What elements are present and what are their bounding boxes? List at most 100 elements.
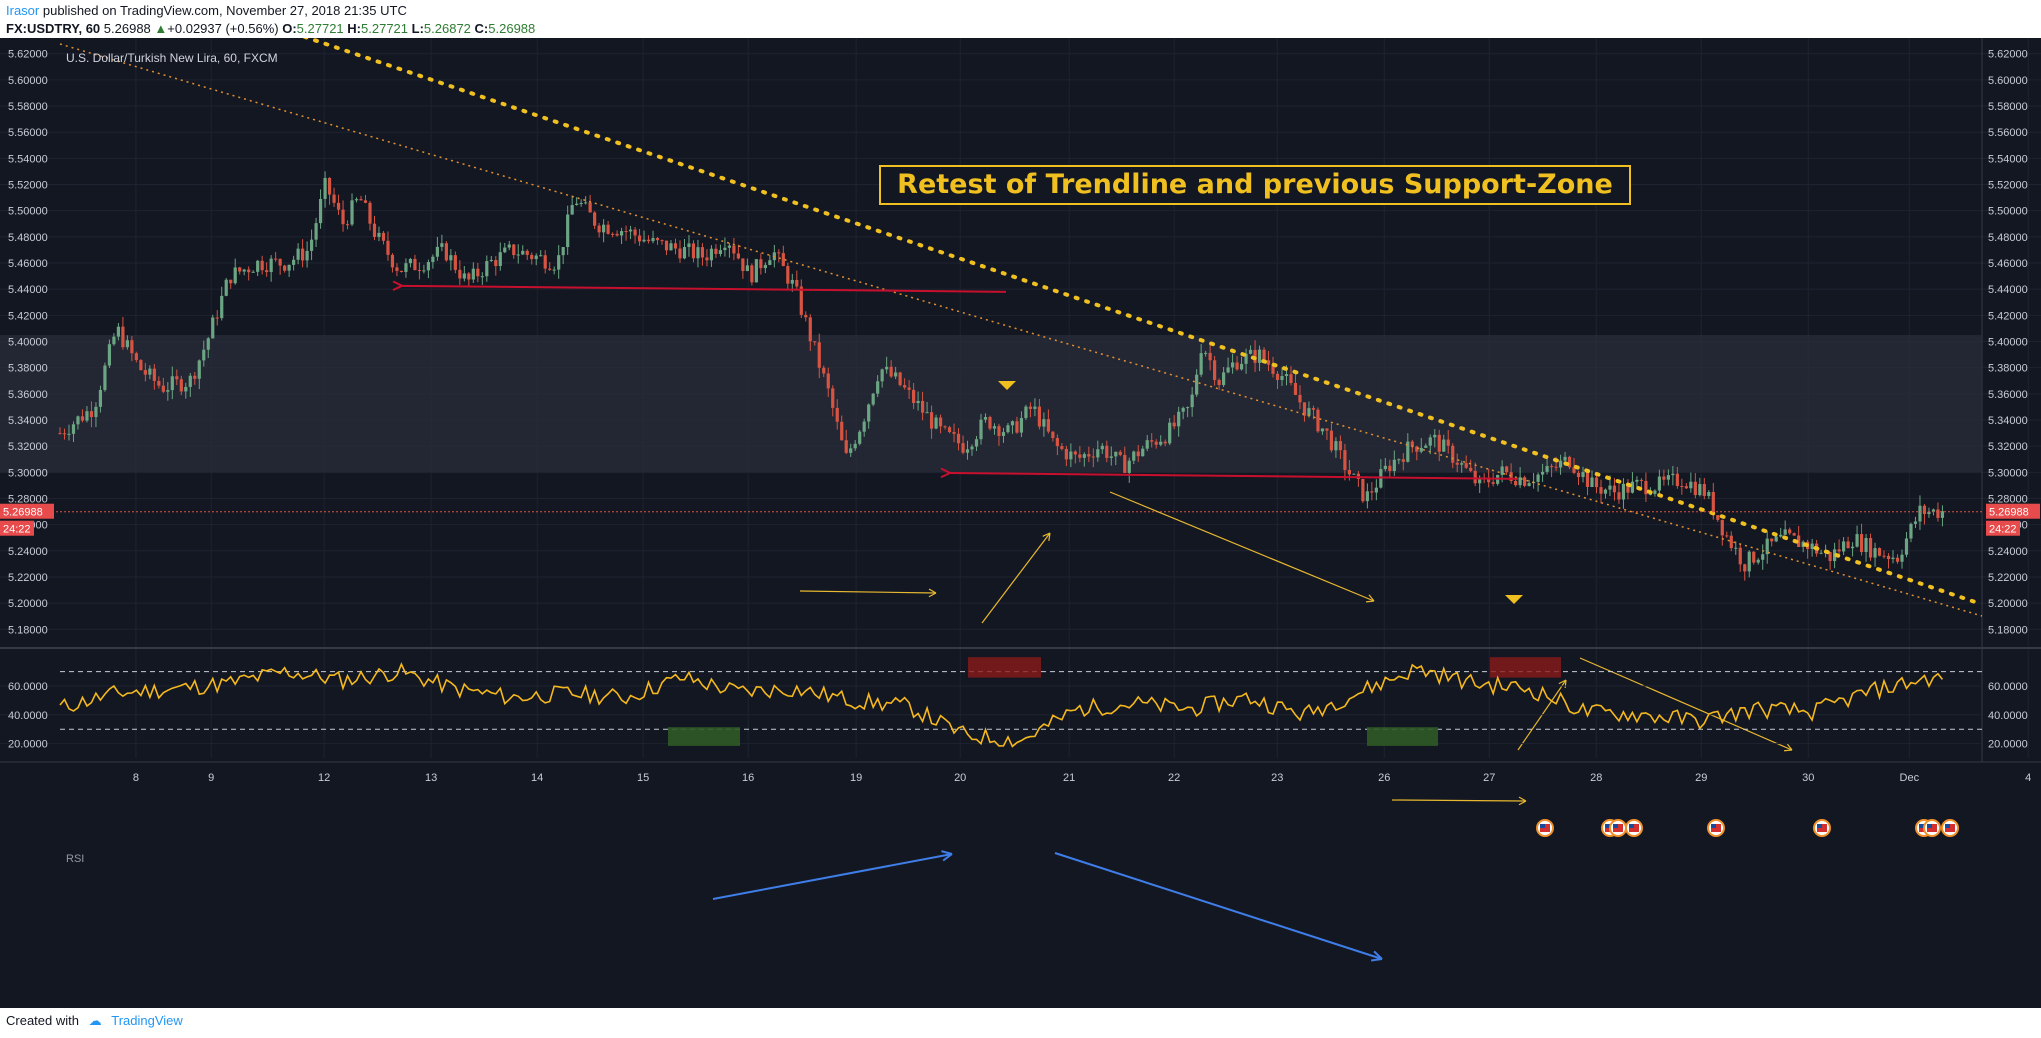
current-price-right: 5.26988 xyxy=(1989,507,2029,519)
author-link[interactable]: Irasor xyxy=(6,3,40,18)
high-value: 5.27721 xyxy=(361,21,409,36)
candle-body xyxy=(682,247,687,259)
candle-body xyxy=(867,404,871,422)
open-label: O: xyxy=(282,21,297,36)
candle-body xyxy=(58,433,62,435)
rsi-label: RSI xyxy=(66,853,84,865)
candle-body xyxy=(880,369,884,382)
candle-body xyxy=(1033,406,1037,409)
rsi-tick-left: 40.0000 xyxy=(8,710,48,722)
candle-body xyxy=(745,265,749,272)
price-tick-left: 5.24000 xyxy=(8,546,48,558)
tradingview-link[interactable]: TradingView xyxy=(111,1013,183,1028)
candle-body xyxy=(1051,431,1055,438)
candle-body xyxy=(309,239,314,251)
candle-body xyxy=(381,232,386,241)
candle-body xyxy=(781,253,785,267)
candle-body xyxy=(1320,428,1325,432)
candle-body xyxy=(1222,372,1226,386)
candle-body xyxy=(1006,425,1010,433)
candle-body xyxy=(184,386,188,392)
candle-body xyxy=(256,260,260,272)
divergence-arrow xyxy=(712,853,953,900)
candle-body xyxy=(718,250,723,254)
candle-body xyxy=(512,244,516,256)
candle-body xyxy=(566,214,570,248)
candle-body xyxy=(727,245,732,248)
time-tick: 23 xyxy=(1271,772,1283,784)
candle-body xyxy=(1505,466,1509,473)
candle-body xyxy=(916,400,920,404)
minor-trendline xyxy=(59,43,1983,617)
candle-body xyxy=(444,243,448,261)
candle-body xyxy=(1298,394,1302,403)
candle-body xyxy=(979,419,983,440)
candle-body xyxy=(1046,419,1050,432)
us-flag-icon-canton xyxy=(1945,824,1950,828)
candle-body xyxy=(660,240,664,242)
annotation-box[interactable]: Retest of Trendline and previous Support… xyxy=(879,165,1631,205)
candle-body xyxy=(633,229,637,236)
candle-body xyxy=(651,238,655,242)
price-tick-right: 5.36000 xyxy=(1988,389,2028,401)
candle-body xyxy=(943,426,947,428)
grid-lines xyxy=(0,38,2041,763)
candle-body xyxy=(1639,479,1644,481)
close-value: 5.26988 xyxy=(488,21,536,36)
candle-body xyxy=(197,360,201,379)
price-tick-left: 5.34000 xyxy=(8,415,48,427)
candle-body xyxy=(817,342,821,368)
trend-arrow xyxy=(981,532,1051,624)
chart-area[interactable]: 5.62000 5.62000 5.60000 5.60000 5.58000 5.580… xyxy=(0,38,2041,1008)
candle-body xyxy=(1397,459,1401,461)
candle-body xyxy=(485,261,489,277)
candle-body xyxy=(988,417,992,429)
candle-body xyxy=(292,259,296,265)
support-arrow xyxy=(949,471,1519,480)
candle-body xyxy=(763,264,767,269)
candle-body xyxy=(229,279,233,284)
candle-body xyxy=(642,239,646,242)
rsi-tick-left: 20.0000 xyxy=(8,739,48,751)
candle-body xyxy=(898,372,902,386)
candle-body xyxy=(925,412,929,414)
candle-body xyxy=(1145,440,1149,449)
candle-body xyxy=(1473,470,1477,484)
candle-body xyxy=(498,252,502,267)
price-tick-right: 5.28000 xyxy=(1988,493,2028,505)
price-tick-left: 5.52000 xyxy=(8,180,48,192)
published-text: published on TradingView.com, November 2… xyxy=(42,3,407,18)
resistance-arrow xyxy=(401,284,1007,293)
candle-body xyxy=(1150,440,1154,442)
candle-body xyxy=(1765,538,1769,555)
candle-body xyxy=(260,260,264,271)
candle-body xyxy=(530,254,534,260)
divergence-arrow xyxy=(1054,852,1383,960)
candle-body xyxy=(1469,467,1473,471)
candle-body xyxy=(1302,402,1307,416)
candle-body xyxy=(1392,459,1396,472)
candle-body xyxy=(700,247,705,258)
candle-body xyxy=(1680,486,1684,488)
candle-body xyxy=(1873,548,1877,558)
candle-body xyxy=(1850,546,1855,549)
price-tick-left: 5.48000 xyxy=(8,232,48,244)
candle-body xyxy=(476,268,480,277)
candle-body xyxy=(646,239,651,242)
time-tick: 13 xyxy=(425,772,437,784)
resistance-arrow-head xyxy=(392,280,403,291)
candle-body xyxy=(1141,448,1145,457)
candle-body xyxy=(327,177,332,195)
candle-body xyxy=(1819,552,1823,554)
candle-body xyxy=(1338,441,1343,451)
candle-body xyxy=(1572,467,1576,473)
price-tick-right: 5.44000 xyxy=(1988,284,2028,296)
candle-body xyxy=(449,255,453,261)
candle-body xyxy=(1841,541,1846,552)
candle-body xyxy=(1797,535,1801,547)
candle-body xyxy=(871,393,875,405)
candle-body xyxy=(314,223,318,240)
current-price-right-bg xyxy=(1986,503,2040,519)
candle-body xyxy=(274,258,278,260)
candle-body xyxy=(1554,466,1558,468)
